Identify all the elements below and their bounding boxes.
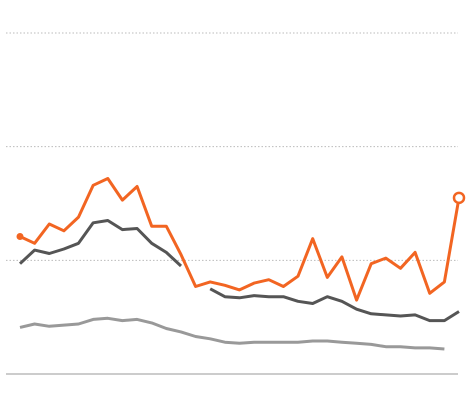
series-line [19, 177, 461, 302]
start-point [16, 232, 24, 240]
end-point [452, 191, 466, 205]
series-line [18, 219, 460, 323]
series-line [19, 316, 445, 351]
